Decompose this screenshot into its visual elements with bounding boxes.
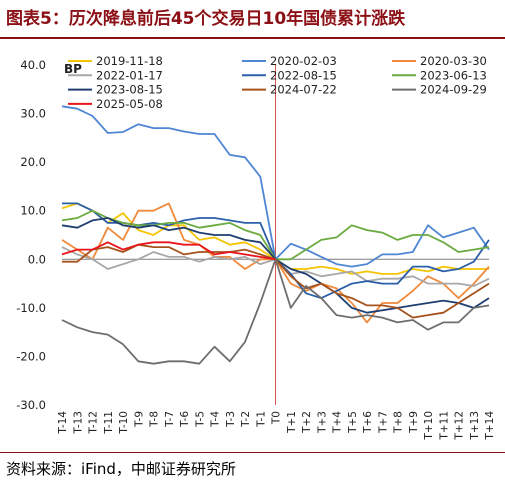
x-tick-label: T-3 [225,411,237,428]
legend-label: 2023-06-13 [420,68,487,82]
x-tick-label: T-10 [118,411,130,435]
x-tick-label: T+10 [423,411,435,441]
x-tick-label: T+12 [454,411,466,441]
source-note: 资料来源：iFind，中邮证券研究所 [6,460,236,478]
x-tick-label: T+11 [438,411,450,441]
x-tick-label: T-2 [240,411,252,428]
y-tick-label: 0.0 [28,252,46,266]
x-tick-label: T-1 [255,411,267,428]
legend-label: 2024-09-29 [420,83,487,97]
y-unit-label: BP [64,62,82,76]
y-axis: 40.0 30.0 20.0 10.0 0.0 -10.0 -20.0 -30.0 BP [16,58,82,412]
series-lines [61,105,490,365]
x-tick-label: T-14 [57,411,69,435]
y-tick-label: 30.0 [20,107,46,121]
legend-label: 2024-07-22 [270,83,337,97]
x-tick-label: T-9 [133,411,145,428]
x-tick-label: T+3 [316,411,328,434]
x-tick-label: T+2 [301,411,313,434]
legend: 2019-11-18 2020-02-03 2020-03-30 2022-01-17… [68,54,487,111]
x-tick-label: T+4 [332,411,344,434]
y-tick-label: -10.0 [16,301,46,315]
x-tick-label: T+9 [408,411,420,434]
y-tick-label: 20.0 [20,155,46,169]
x-tick-label: T-4 [210,411,222,428]
x-tick-label: T-12 [88,411,100,435]
y-tick-label: 40.0 [20,58,46,72]
x-tick-label: T-6 [179,411,191,428]
legend-label: 2023-08-15 [96,83,163,97]
legend-label: 2025-05-08 [96,97,163,111]
series-line-2025-05-08 [61,241,276,261]
y-tick-label: -20.0 [16,349,46,363]
x-tick-label: T-11 [103,411,115,435]
legend-label: 2020-02-03 [270,54,337,68]
x-tick-label: T+6 [362,411,374,434]
x-tick-label: T+1 [286,411,298,434]
legend-label: 2019-11-18 [96,54,163,68]
footer-rule [0,452,505,453]
chart-title: 图表5：历次降息前后45个交易日10年国债累计涨跌 [6,9,406,29]
y-tick-label: -30.0 [16,398,46,412]
x-tick-label: T+8 [393,411,405,434]
x-tick-label: T-5 [194,411,206,428]
x-tick-label: T0 [271,411,283,425]
legend-label: 2022-08-15 [270,68,337,82]
y-tick-label: 10.0 [20,204,46,218]
x-tick-label: T+14 [484,411,496,441]
x-axis: T-14 T-13 T-12 T-11 T-10 T-9 T-8 T-7 T-6 T-5 T-4 T-… [57,65,496,441]
x-tick-label: T-8 [149,411,161,428]
x-tick-label: T-13 [72,411,84,435]
x-tick-label: T+13 [469,411,481,441]
x-tick-label: T-7 [164,411,176,428]
x-tick-label: T+7 [377,411,389,434]
line-chart: 40.0 30.0 20.0 10.0 0.0 -10.0 -20.0 -30.0 BP T-1… [16,54,496,441]
x-tick-label: T+5 [347,411,359,434]
legend-label: 2020-03-30 [420,54,487,68]
legend-label: 2022-01-17 [96,68,163,82]
title-underline [0,37,505,39]
